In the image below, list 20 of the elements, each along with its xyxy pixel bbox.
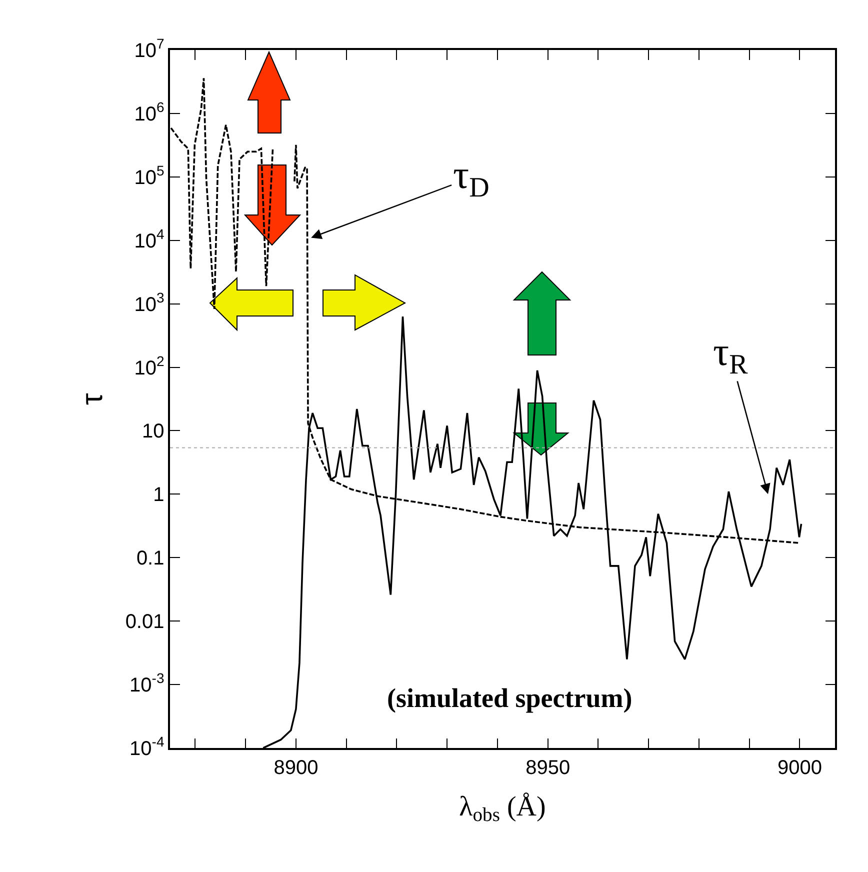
y-tick-label: 10$^{4}$ xyxy=(134,226,164,252)
x-tick-label: 8900 xyxy=(274,756,318,779)
y-tick-label: 0.1 xyxy=(136,548,164,570)
annotation: τ$_{R}$ xyxy=(713,329,748,380)
x-tick-label: 8950 xyxy=(526,756,570,779)
y-tick-label: 10$^{5}$ xyxy=(134,162,164,189)
annotation: (simulated spectrum) xyxy=(387,683,632,713)
x-tick-label: 9000 xyxy=(777,756,822,779)
y-axis-title: τ xyxy=(76,392,109,405)
y-tick-label: 1 xyxy=(153,484,164,506)
y-tick-label: 10 xyxy=(142,420,164,443)
y-tick-label: 10$^{3}$ xyxy=(134,289,164,316)
y-tick-label: 10$^{-4}$ xyxy=(130,734,164,760)
x-axis-title: λ$_{obs}$ (Å) xyxy=(459,791,546,826)
annotation: τ$_{D}$ xyxy=(453,152,490,204)
y-tick-label: 10$^{2}$ xyxy=(134,352,164,380)
y-tick-label: 10$^{-3}$ xyxy=(130,670,164,697)
y-tick-label: 10$^{6}$ xyxy=(134,99,164,126)
y-tick-label: 10$^{7}$ xyxy=(134,36,164,62)
y-tick-label: 0.01 xyxy=(125,611,164,634)
